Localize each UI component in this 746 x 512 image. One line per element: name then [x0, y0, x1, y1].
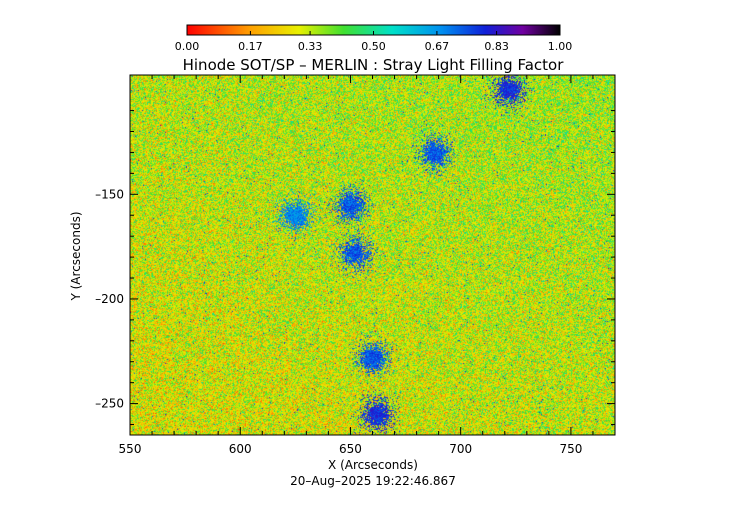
colorbar-ticks: 0.00 0.17 0.33 0.50 0.67 0.83 1.00 [175, 31, 573, 53]
x-axis-ticks: 550 600 650 700 750 [119, 75, 616, 456]
colorbar: 0.00 0.17 0.33 0.50 0.67 0.83 1.00 [175, 24, 573, 53]
colorbar-tick-label: 0.00 [175, 40, 200, 53]
filling-factor-map [130, 75, 615, 435]
chart-title: Hinode SOT/SP – MERLIN : Stray Light Fil… [183, 56, 565, 74]
y-tick-label: –250 [95, 397, 124, 411]
colorbar-tick-label: 0.17 [238, 40, 263, 53]
x-tick-label: 550 [119, 442, 142, 456]
x-tick-label: 600 [229, 442, 252, 456]
y-tick-label: –150 [95, 187, 124, 201]
x-tick-label: 650 [339, 442, 362, 456]
y-axis-label: Y (Arcseconds) [69, 211, 83, 301]
timestamp: 20–Aug–2025 19:22:46.867 [290, 474, 456, 488]
colorbar-tick-label: 1.00 [548, 40, 573, 53]
x-tick-label: 750 [559, 442, 582, 456]
x-tick-label: 700 [449, 442, 472, 456]
colorbar-tick-label: 0.67 [425, 40, 450, 53]
colorbar-tick-label: 0.50 [361, 40, 386, 53]
colorbar-tick-label: 0.33 [298, 40, 323, 53]
colorbar-tick-label: 0.83 [484, 40, 509, 53]
heatmap-image [130, 75, 615, 435]
y-axis-ticks: –150 –200 –250 [95, 110, 615, 426]
x-axis-label: X (Arcseconds) [328, 458, 418, 472]
y-tick-label: –200 [95, 292, 124, 306]
